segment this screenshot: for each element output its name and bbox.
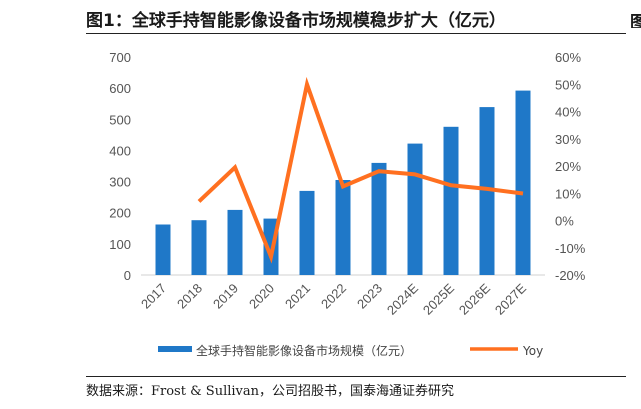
bar-2025E bbox=[443, 126, 459, 275]
right-tick-40%: 40% bbox=[555, 105, 581, 120]
right-tick-50%: 50% bbox=[555, 77, 581, 92]
x-tick-2018: 2018 bbox=[174, 281, 205, 312]
figure-title: 图1：全球手持智能影像设备市场规模稳步扩大（亿元） bbox=[86, 11, 506, 31]
x-tick-2022: 2022 bbox=[318, 281, 349, 312]
left-tick-600: 600 bbox=[109, 81, 131, 96]
left-tick-200: 200 bbox=[109, 206, 131, 221]
bar-2023 bbox=[371, 162, 387, 275]
adjacent-figure-fragment: 图 bbox=[630, 13, 641, 28]
bars-layer bbox=[155, 90, 531, 275]
x-tick-2020: 2020 bbox=[246, 281, 277, 312]
right-tick-30%: 30% bbox=[555, 132, 581, 147]
left-tick-400: 400 bbox=[109, 143, 131, 158]
yoy-line bbox=[197, 76, 524, 264]
x-tick-2019: 2019 bbox=[210, 281, 241, 312]
right-tick--20%: -20% bbox=[555, 268, 586, 283]
x-tick-2023: 2023 bbox=[354, 281, 385, 312]
right-tick-0%: 0% bbox=[555, 214, 574, 229]
x-tick-2025E: 2025E bbox=[420, 280, 457, 317]
source-note: 数据来源：Frost & Sullivan，公司招股书，国泰海通证券研究 bbox=[86, 384, 455, 399]
legend-yoy-label: Yoy bbox=[522, 344, 543, 358]
x-tick-2027E: 2027E bbox=[492, 280, 529, 317]
chart-legend: 全球手持智能影像设备市场规模（亿元） Yoy bbox=[158, 343, 543, 358]
left-axis-ticks: 0 100 200 300 400 500 600 700 bbox=[109, 50, 131, 283]
left-tick-0: 0 bbox=[124, 268, 131, 283]
bar-2017 bbox=[155, 224, 171, 275]
x-axis-ticks: 2017 2018 2019 2020 2021 2022 20232024E2025E20… bbox=[138, 280, 529, 317]
bar-2021 bbox=[299, 190, 315, 275]
right-axis-ticks: -20% -10% 0% 10% 20% 30% 40% 50% 60% bbox=[555, 50, 586, 283]
left-tick-700: 700 bbox=[109, 50, 131, 65]
source-rule bbox=[86, 376, 626, 377]
left-tick-500: 500 bbox=[109, 112, 131, 127]
left-tick-300: 300 bbox=[109, 175, 131, 190]
bar-2026E bbox=[479, 107, 495, 275]
market-size-chart: 0 100 200 300 400 500 600 700 -20% -10% 0% 10% 20% 3… bbox=[109, 50, 586, 358]
bar-2024E bbox=[407, 143, 423, 275]
right-tick--10%: -10% bbox=[555, 241, 586, 256]
left-tick-100: 100 bbox=[109, 237, 131, 252]
x-tick-2024E: 2024E bbox=[384, 280, 421, 317]
bar-2018 bbox=[191, 220, 207, 275]
x-tick-2021: 2021 bbox=[282, 281, 313, 312]
right-tick-20%: 20% bbox=[555, 159, 581, 174]
bar-2027E bbox=[515, 90, 531, 275]
yoy-line-layer bbox=[197, 76, 524, 264]
right-tick-10%: 10% bbox=[555, 186, 581, 201]
bar-2022 bbox=[335, 180, 351, 275]
legend-bar-label: 全球手持智能影像设备市场规模（亿元） bbox=[196, 343, 412, 358]
x-tick-2017: 2017 bbox=[138, 281, 169, 312]
right-tick-60%: 60% bbox=[555, 50, 581, 65]
x-tick-2026E: 2026E bbox=[456, 280, 493, 317]
legend-bar-swatch bbox=[158, 346, 192, 352]
bar-2019 bbox=[227, 209, 243, 275]
title-rule bbox=[86, 33, 626, 34]
